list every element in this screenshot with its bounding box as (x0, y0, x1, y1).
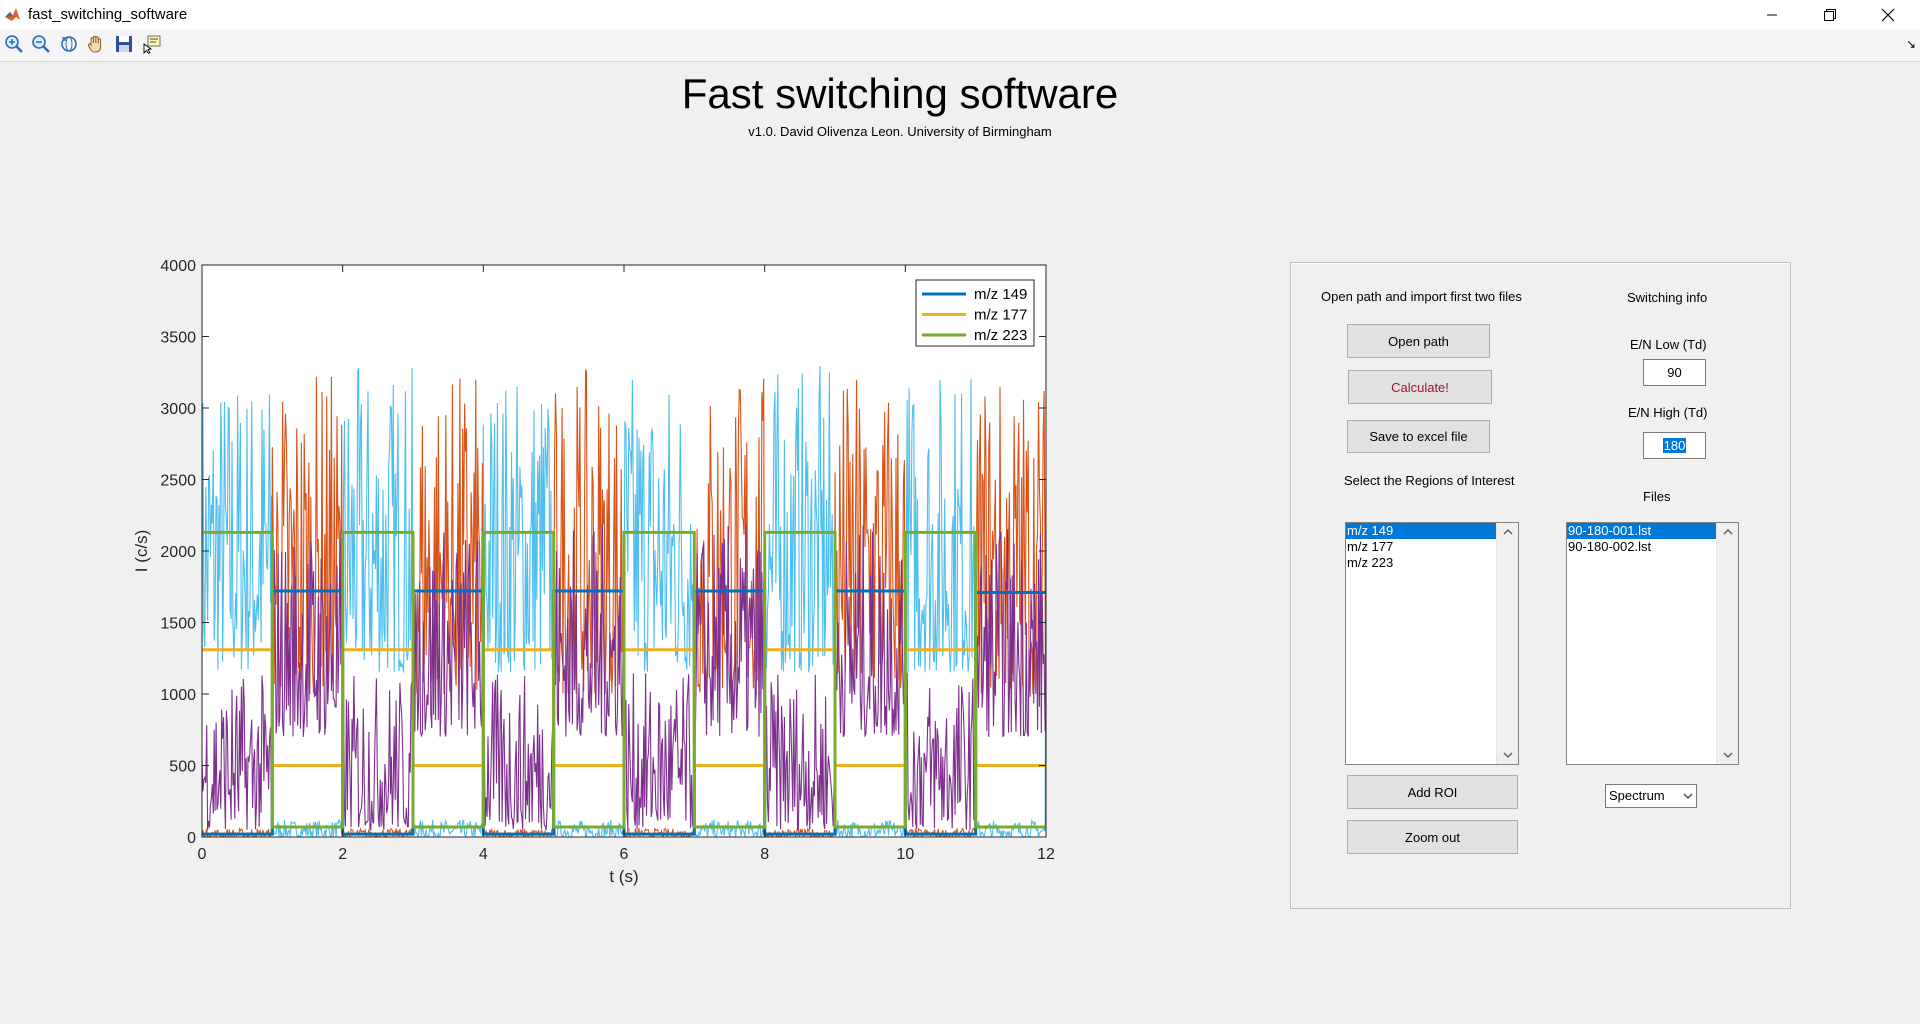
chevron-down-icon (1679, 785, 1696, 807)
en-high-input[interactable]: 180 (1643, 432, 1706, 459)
roi-listbox[interactable]: m/z 149 m/z 177 m/z 223 (1345, 522, 1519, 765)
roi-item[interactable]: m/z 149 (1346, 523, 1496, 539)
save-icon (116, 36, 132, 52)
pan-hand-icon (87, 35, 102, 53)
x-tick-label: 12 (1037, 846, 1055, 863)
save-excel-button[interactable]: Save to excel file (1347, 420, 1490, 453)
intensity-chart[interactable]: 0 2 4 6 8 10 12 0 500 1000 1500 2000 2500 3000 3500 400… (120, 250, 1080, 900)
zoom-in-button[interactable] (2, 32, 26, 56)
legend-entry: m/z 149 (974, 286, 1027, 303)
y-tick-label: 1000 (160, 687, 196, 704)
view-mode-select[interactable]: Spectrum (1605, 784, 1697, 808)
y-tick-label: 4000 (160, 258, 196, 275)
close-button[interactable] (1859, 0, 1917, 29)
window-title: fast_switching_software (28, 6, 188, 23)
y-tick-label: 2000 (160, 544, 196, 561)
y-axis-label: I (c/s) (132, 530, 151, 573)
close-icon (1881, 8, 1895, 21)
open-path-button[interactable]: Open path (1347, 324, 1490, 358)
file-item[interactable]: 90-180-001.lst (1567, 523, 1716, 539)
y-tick-label: 3000 (160, 401, 196, 418)
en-low-value: 90 (1667, 365, 1682, 380)
pan-button[interactable] (84, 32, 108, 56)
data-cursor-button[interactable] (140, 32, 164, 56)
x-tick-label: 10 (896, 846, 914, 863)
y-tick-label: 0 (187, 830, 196, 847)
calculate-button[interactable]: Calculate! (1348, 370, 1492, 404)
matlab-app-icon (4, 6, 21, 23)
en-low-input[interactable]: 90 (1643, 359, 1706, 386)
file-item[interactable]: 90-180-002.lst (1568, 539, 1652, 554)
y-tick-label: 500 (169, 759, 196, 776)
save-figure-button[interactable] (112, 32, 136, 56)
y-tick-label: 2500 (160, 473, 196, 490)
chevron-up-icon[interactable] (1717, 523, 1738, 540)
x-tick-label: 4 (479, 846, 488, 863)
window-titlebar: fast_switching_software (0, 0, 1920, 29)
restore-button[interactable] (1801, 0, 1859, 29)
chevron-down-icon[interactable] (1497, 747, 1518, 764)
en-low-label: E/N Low (Td) (1630, 337, 1707, 352)
x-tick-label: 8 (760, 846, 769, 863)
open-path-heading: Open path and import first two files (1321, 289, 1522, 304)
chevron-down-icon[interactable] (1717, 747, 1738, 764)
app-title: Fast switching software (681, 70, 1119, 117)
series-line (202, 530, 1046, 829)
zoom-out-icon (32, 35, 50, 53)
restore-icon (1824, 8, 1836, 21)
y-tick-label: 3500 (160, 330, 196, 347)
files-scrollbar[interactable] (1716, 523, 1738, 764)
x-tick-label: 6 (620, 846, 629, 863)
files-heading: Files (1643, 489, 1671, 504)
chevron-up-icon[interactable] (1497, 523, 1518, 540)
add-roi-button[interactable]: Add ROI (1347, 775, 1518, 809)
minimize-icon (1767, 14, 1777, 15)
rotate-icon (61, 36, 77, 52)
legend-entry: m/z 177 (974, 307, 1027, 324)
dock-arrow-icon[interactable]: ↘ (1905, 37, 1916, 51)
legend-entry: m/z 223 (974, 327, 1027, 344)
x-tick-label: 2 (338, 846, 347, 863)
en-high-value: 180 (1662, 438, 1687, 453)
view-mode-value: Spectrum (1609, 788, 1665, 803)
control-panel: Open path and import first two files Ope… (1290, 262, 1791, 909)
files-listbox[interactable]: 90-180-001.lst 90-180-002.lst (1566, 522, 1739, 765)
zoom-in-icon (5, 35, 23, 53)
zoom-out-button[interactable]: Zoom out (1347, 820, 1518, 854)
figure-toolbar: ↘ (0, 29, 1920, 62)
rotate-button[interactable] (57, 32, 81, 56)
x-axis-label: t (s) (609, 867, 638, 886)
switching-info-heading: Switching info (1627, 290, 1708, 305)
app-subtitle: v1.0. David Olivenza Leon. University of… (748, 124, 1052, 139)
roi-scrollbar[interactable] (1496, 523, 1518, 764)
roi-item[interactable]: m/z 177 (1347, 539, 1394, 554)
minimize-button[interactable] (1743, 0, 1801, 29)
roi-item[interactable]: m/z 223 (1347, 555, 1394, 570)
x-tick-label: 0 (198, 846, 207, 863)
en-high-label: E/N High (Td) (1628, 405, 1708, 420)
roi-heading: Select the Regions of Interest (1344, 473, 1515, 488)
y-tick-label: 1500 (160, 616, 196, 633)
zoom-out-button[interactable] (29, 32, 53, 56)
data-cursor-icon (143, 35, 161, 54)
